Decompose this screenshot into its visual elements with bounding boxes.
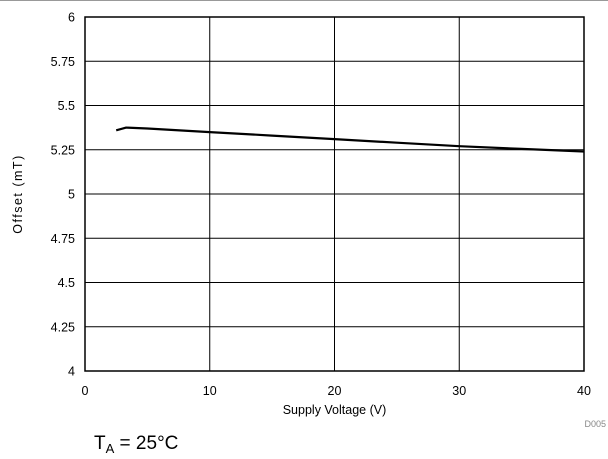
condition-prefix: T: [94, 433, 106, 454]
x-tick-label: 20: [328, 384, 342, 398]
y-tick-label: 5.25: [51, 143, 75, 157]
x-tick-label: 10: [203, 384, 217, 398]
x-tick-labels: 0 10 20 30 40: [82, 384, 591, 398]
y-tick-label: 5: [68, 188, 75, 202]
figure-id: D005: [584, 419, 606, 429]
condition-subscript: A: [105, 441, 115, 456]
x-tick-label: 0: [82, 384, 89, 398]
temperature-condition: TA = 25°C: [94, 433, 178, 456]
x-tick-label: 30: [452, 384, 466, 398]
y-tick-label: 5.75: [51, 55, 75, 69]
x-axis-title: Supply Voltage (V): [283, 403, 387, 417]
condition-value: = 25°C: [114, 433, 179, 454]
series-layer: [115, 126, 585, 153]
y-tick-label: 4.75: [51, 232, 75, 246]
series-line: [115, 126, 585, 153]
y-axis-title: Offset (mT): [11, 154, 25, 233]
y-tick-label: 5.5: [58, 99, 75, 113]
y-tick-label: 6: [68, 11, 75, 25]
y-tick-label: 4.5: [58, 276, 75, 290]
grid: [85, 17, 584, 371]
plot-frame: [84, 16, 585, 372]
top-rule: [0, 0, 608, 1]
y-tick-labels: 4 4.25 4.5 4.75 5 5.25 5.5 5.75 6: [51, 11, 75, 379]
y-tick-label: 4: [68, 365, 75, 379]
x-tick-label: 40: [577, 384, 591, 398]
y-tick-label: 4.25: [51, 320, 75, 334]
